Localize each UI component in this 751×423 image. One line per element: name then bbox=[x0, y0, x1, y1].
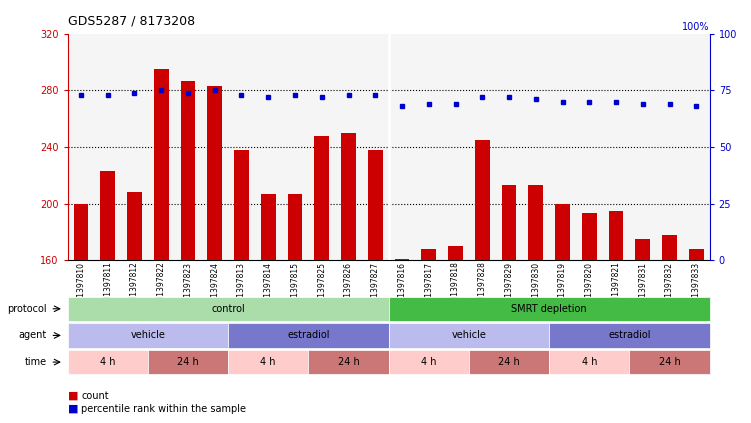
Bar bbox=[127, 192, 142, 260]
Bar bbox=[261, 194, 276, 260]
Text: control: control bbox=[211, 304, 245, 314]
Bar bbox=[341, 133, 356, 260]
Bar bbox=[181, 80, 195, 260]
Text: agent: agent bbox=[18, 330, 47, 341]
Text: GDS5287 / 8173208: GDS5287 / 8173208 bbox=[68, 15, 195, 28]
Text: 24 h: 24 h bbox=[338, 357, 360, 367]
Bar bbox=[529, 185, 543, 260]
Text: 4 h: 4 h bbox=[100, 357, 116, 367]
Bar bbox=[475, 140, 490, 260]
Bar bbox=[207, 86, 222, 260]
Text: 4 h: 4 h bbox=[421, 357, 436, 367]
Bar bbox=[635, 239, 650, 260]
Bar bbox=[74, 203, 89, 260]
Text: 24 h: 24 h bbox=[498, 357, 520, 367]
Text: 24 h: 24 h bbox=[659, 357, 680, 367]
Text: estradiol: estradiol bbox=[608, 330, 650, 341]
Bar bbox=[421, 249, 436, 260]
Bar bbox=[662, 235, 677, 260]
Bar bbox=[234, 150, 249, 260]
Bar bbox=[448, 246, 463, 260]
Text: count: count bbox=[81, 390, 109, 401]
Text: protocol: protocol bbox=[7, 304, 47, 314]
Bar bbox=[315, 136, 329, 260]
Bar bbox=[609, 211, 623, 260]
Text: ■: ■ bbox=[68, 404, 78, 414]
Bar bbox=[288, 194, 303, 260]
Bar bbox=[368, 150, 382, 260]
Text: 4 h: 4 h bbox=[261, 357, 276, 367]
Text: vehicle: vehicle bbox=[451, 330, 487, 341]
Text: 100%: 100% bbox=[682, 22, 710, 32]
Text: time: time bbox=[25, 357, 47, 367]
Bar bbox=[689, 249, 704, 260]
Text: vehicle: vehicle bbox=[131, 330, 165, 341]
Bar bbox=[154, 69, 168, 260]
Bar bbox=[395, 259, 409, 260]
Text: ■: ■ bbox=[68, 390, 78, 401]
Bar bbox=[555, 203, 570, 260]
Text: percentile rank within the sample: percentile rank within the sample bbox=[81, 404, 246, 414]
Bar bbox=[582, 214, 596, 260]
Text: 4 h: 4 h bbox=[581, 357, 597, 367]
Bar bbox=[101, 171, 115, 260]
Text: 24 h: 24 h bbox=[177, 357, 199, 367]
Text: SMRT depletion: SMRT depletion bbox=[511, 304, 587, 314]
Bar bbox=[502, 185, 517, 260]
Text: estradiol: estradiol bbox=[287, 330, 330, 341]
